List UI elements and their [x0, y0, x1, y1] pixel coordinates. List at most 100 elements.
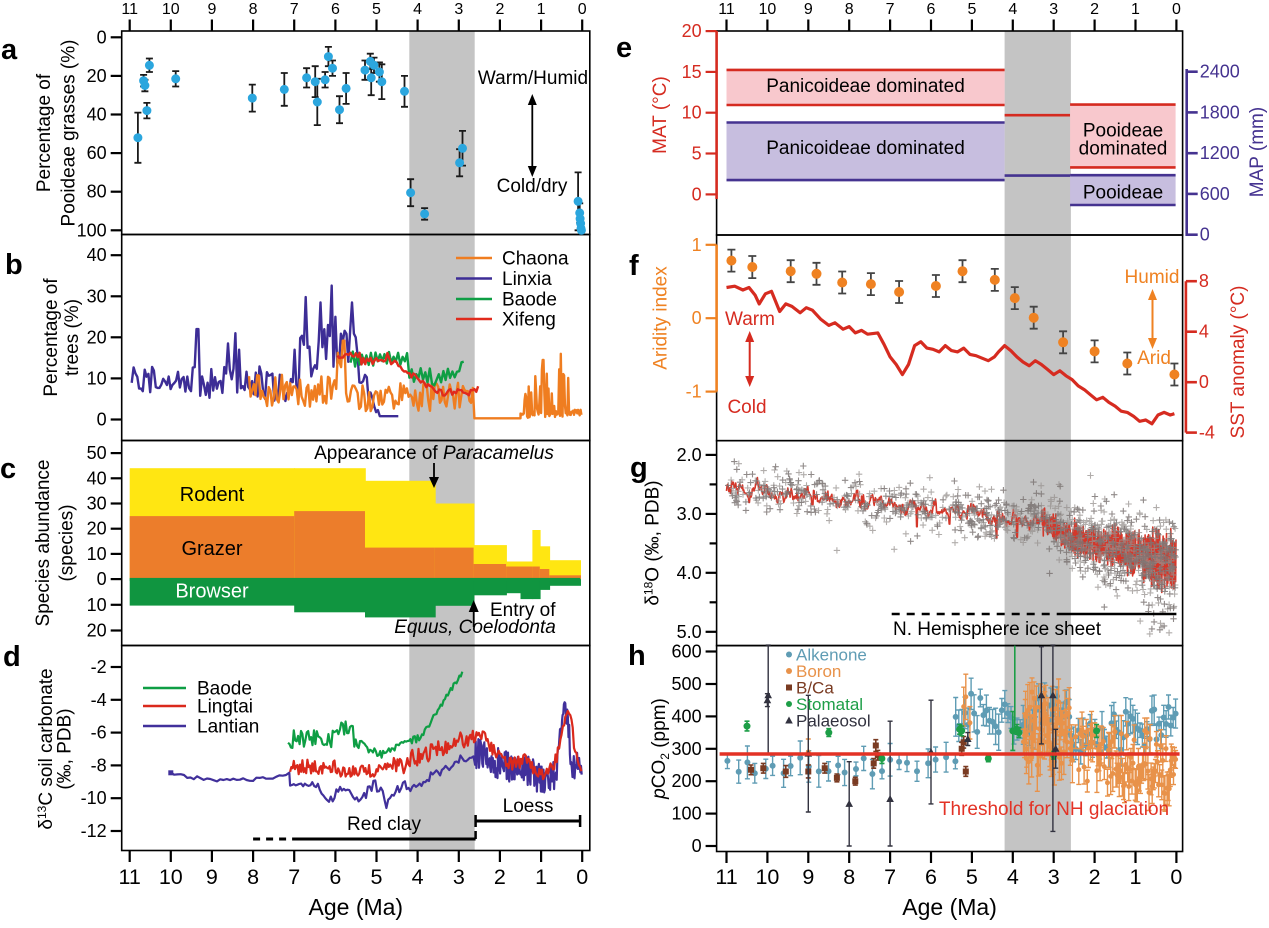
svg-text:1800: 1800	[1200, 102, 1240, 122]
svg-text:10: 10	[682, 103, 702, 123]
svg-text:Browser: Browser	[175, 581, 249, 603]
svg-text:2.0: 2.0	[677, 445, 702, 465]
svg-text:h: h	[628, 640, 646, 672]
svg-text:3: 3	[1048, 865, 1060, 889]
svg-text:11: 11	[718, 1, 735, 18]
svg-text:Rodent: Rodent	[180, 484, 245, 506]
svg-text:4: 4	[1008, 1, 1017, 18]
svg-text:40: 40	[87, 468, 107, 488]
svg-text:300: 300	[672, 739, 702, 759]
svg-text:5: 5	[692, 144, 702, 164]
svg-text:9: 9	[206, 865, 218, 889]
svg-text:1: 1	[1131, 1, 1140, 18]
svg-text:9: 9	[207, 1, 216, 18]
svg-text:-4: -4	[91, 690, 107, 710]
svg-text:5: 5	[966, 865, 978, 889]
svg-text:0: 0	[576, 865, 588, 889]
svg-text:6: 6	[331, 1, 340, 18]
svg-text:2400: 2400	[1200, 62, 1240, 82]
svg-text:0: 0	[97, 27, 107, 47]
svg-text:Pooideae: Pooideae	[1083, 121, 1163, 142]
svg-text:1: 1	[535, 865, 547, 889]
svg-text:-2: -2	[91, 657, 107, 677]
svg-text:Equus, Coelodonta: Equus, Coelodonta	[394, 617, 556, 638]
svg-text:Lantian: Lantian	[197, 717, 259, 738]
svg-text:a: a	[1, 34, 18, 66]
svg-text:11: 11	[121, 1, 138, 18]
svg-text:0: 0	[692, 184, 702, 204]
svg-text:20: 20	[87, 621, 107, 641]
svg-text:N. Hemisphere ice sheet: N. Hemisphere ice sheet	[893, 619, 1102, 640]
svg-text:Stomatal: Stomatal	[796, 695, 863, 714]
svg-text:1: 1	[537, 1, 546, 18]
svg-text:8: 8	[247, 865, 259, 889]
svg-text:δ18O (‰, PDB): δ18O (‰, PDB)	[642, 480, 664, 605]
svg-text:15: 15	[682, 62, 702, 82]
svg-text:Age (Ma): Age (Ma)	[309, 894, 404, 920]
svg-text:4: 4	[1007, 865, 1019, 889]
svg-text:Boron: Boron	[796, 662, 841, 681]
svg-text:B/Ca: B/Ca	[796, 679, 834, 698]
svg-text:1: 1	[1130, 865, 1142, 889]
svg-text:SST anomaly (°C): SST anomaly (°C)	[1228, 286, 1249, 439]
svg-text:e: e	[616, 32, 632, 64]
svg-text:500: 500	[672, 674, 702, 694]
svg-text:100: 100	[77, 220, 107, 240]
svg-text:600: 600	[1200, 184, 1230, 204]
svg-text:11: 11	[119, 865, 141, 889]
svg-text:Age (Ma): Age (Ma)	[902, 894, 997, 920]
svg-text:δ13C soil carbonate: δ13C soil carbonate	[35, 668, 57, 829]
svg-text:0: 0	[578, 1, 587, 18]
svg-text:20: 20	[87, 519, 107, 539]
svg-text:20: 20	[682, 21, 702, 41]
svg-text:Loess: Loess	[503, 796, 554, 817]
svg-text:-1: -1	[686, 382, 702, 402]
svg-text:200: 200	[672, 771, 702, 791]
svg-text:1: 1	[692, 235, 702, 255]
svg-text:4: 4	[412, 865, 424, 889]
svg-text:7: 7	[288, 865, 300, 889]
svg-text:3.0: 3.0	[677, 504, 702, 524]
svg-text:Species abundance: Species abundance	[33, 460, 54, 627]
svg-text:40: 40	[87, 105, 107, 125]
svg-text:3: 3	[453, 865, 465, 889]
svg-text:Percentage of: Percentage of	[34, 73, 55, 192]
svg-text:10: 10	[162, 1, 180, 18]
svg-text:0: 0	[692, 836, 702, 856]
svg-text:Pooideae: Pooideae	[1083, 183, 1163, 204]
svg-text:2: 2	[494, 865, 506, 889]
svg-text:Entry of: Entry of	[490, 600, 556, 621]
svg-text:400: 400	[672, 706, 702, 726]
svg-text:-8: -8	[91, 755, 107, 775]
svg-text:-4: -4	[1199, 423, 1215, 443]
svg-text:30: 30	[87, 494, 107, 514]
svg-text:Red clay: Red clay	[347, 814, 421, 835]
svg-text:40: 40	[87, 245, 107, 265]
svg-text:20: 20	[87, 327, 107, 347]
svg-text:Percentage of: Percentage of	[41, 278, 62, 397]
svg-text:8: 8	[1199, 271, 1209, 291]
svg-text:Aridity index: Aridity index	[651, 266, 672, 370]
svg-text:Baode: Baode	[197, 679, 252, 700]
svg-text:5: 5	[967, 1, 976, 18]
svg-text:pCO2 (ppm): pCO2 (ppm)	[649, 698, 672, 800]
svg-text:Humid: Humid	[1125, 267, 1180, 288]
svg-text:5: 5	[372, 1, 381, 18]
svg-text:Threshold for NH glaciation: Threshold for NH glaciation	[939, 799, 1169, 820]
svg-text:10: 10	[759, 1, 777, 18]
svg-text:0: 0	[97, 410, 107, 430]
svg-text:10: 10	[87, 544, 107, 564]
svg-text:8: 8	[845, 1, 854, 18]
svg-text:(‰, PDB): (‰, PDB)	[55, 708, 76, 789]
svg-text:Arid: Arid	[1137, 348, 1171, 369]
svg-text:Warm: Warm	[725, 309, 775, 330]
svg-text:Warm/Humid: Warm/Humid	[478, 68, 588, 89]
svg-text:Palaeosol: Palaeosol	[796, 712, 871, 731]
svg-text:-12: -12	[81, 821, 107, 841]
svg-text:0: 0	[692, 308, 702, 328]
svg-text:Cold: Cold	[727, 397, 766, 418]
svg-text:2: 2	[1089, 865, 1101, 889]
svg-text:5: 5	[371, 865, 383, 889]
svg-text:Xifeng: Xifeng	[502, 310, 556, 331]
svg-text:Panicoideae dominated: Panicoideae dominated	[766, 138, 965, 159]
